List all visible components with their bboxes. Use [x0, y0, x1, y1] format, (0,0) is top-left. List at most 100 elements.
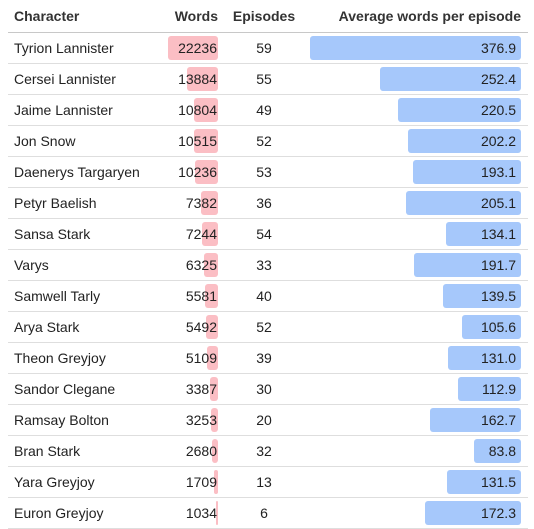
table-row: Euron Greyjoy 1034 6 172.3 [8, 498, 528, 529]
average-value: 193.1 [480, 164, 516, 180]
header-words[interactable]: Words [174, 8, 218, 24]
character-name: Theon Greyjoy [14, 350, 106, 366]
average-cell: 131.5 [310, 467, 521, 497]
average-cell: 134.1 [310, 219, 521, 249]
character-name: Euron Greyjoy [14, 505, 104, 521]
character-name: Cersei Lannister [14, 71, 116, 87]
episodes-value: 52 [256, 133, 272, 149]
words-value: 6325 [185, 257, 217, 273]
words-cell: 10236 [170, 157, 218, 187]
average-cell: 376.9 [310, 33, 521, 63]
character-name: Yara Greyjoy [14, 474, 95, 490]
average-cell: 83.8 [310, 436, 521, 466]
table-row: Samwell Tarly 5581 40 139.5 [8, 281, 528, 312]
average-value: 112.9 [482, 381, 516, 397]
words-cell: 7382 [170, 188, 218, 218]
average-bar [425, 501, 521, 525]
average-value: 134.1 [480, 226, 516, 242]
average-bar [458, 377, 521, 401]
episodes-value: 6 [260, 505, 268, 521]
average-value: 139.5 [480, 288, 516, 304]
average-value: 205.1 [480, 195, 516, 211]
words-bar [194, 98, 218, 122]
average-bar [447, 470, 521, 494]
table-row: Tyrion Lannister 22236 59 376.9 [8, 33, 528, 64]
words-cell: 3387 [170, 374, 218, 404]
average-value: 131.0 [480, 350, 516, 366]
average-cell: 202.2 [310, 126, 521, 156]
average-cell: 205.1 [310, 188, 521, 218]
episodes-value: 49 [256, 102, 272, 118]
episodes-value: 33 [256, 257, 272, 273]
average-bar [446, 222, 521, 246]
character-name: Daenerys Targaryen [14, 164, 140, 180]
character-name: Ramsay Bolton [14, 412, 109, 428]
table-row: Ramsay Bolton 3253 20 162.7 [8, 405, 528, 436]
words-value: 1709 [185, 474, 217, 490]
table-header-row: Character Words Episodes Average words p… [8, 0, 528, 33]
words-value: 2680 [185, 443, 217, 459]
average-bar [398, 98, 521, 122]
words-cell: 10515 [170, 126, 218, 156]
words-bar [201, 191, 218, 215]
average-cell: 112.9 [310, 374, 521, 404]
table-row: Sandor Clegane 3387 30 112.9 [8, 374, 528, 405]
header-episodes[interactable]: Episodes [232, 8, 296, 24]
average-value: 105.6 [480, 319, 516, 335]
words-cell: 7244 [170, 219, 218, 249]
average-value: 202.2 [480, 133, 516, 149]
character-name: Varys [14, 257, 49, 273]
words-bar [204, 253, 218, 277]
words-value: 5109 [185, 350, 217, 366]
words-bar [206, 315, 218, 339]
words-bar [207, 346, 218, 370]
episodes-value: 54 [256, 226, 272, 242]
words-value: 5581 [185, 288, 217, 304]
episodes-value: 55 [256, 71, 272, 87]
average-cell: 193.1 [310, 157, 521, 187]
words-bar [214, 470, 218, 494]
words-value: 7244 [185, 226, 217, 242]
table-row: Bran Stark 2680 32 83.8 [8, 436, 528, 467]
average-cell: 139.5 [310, 281, 521, 311]
words-cell: 3253 [170, 405, 218, 435]
episodes-value: 39 [256, 350, 272, 366]
character-words-table: Character Words Episodes Average words p… [8, 0, 528, 529]
episodes-value: 53 [256, 164, 272, 180]
character-name: Bran Stark [14, 443, 81, 459]
words-value: 7382 [185, 195, 217, 211]
episodes-value: 52 [256, 319, 272, 335]
words-bar [202, 222, 218, 246]
words-cell: 22236 [168, 33, 218, 63]
words-cell: 5109 [170, 343, 218, 373]
average-bar [462, 315, 521, 339]
words-value: 3253 [185, 412, 217, 428]
average-value: 131.5 [480, 474, 516, 490]
words-cell: 6325 [170, 250, 218, 280]
table-row: Jaime Lannister 10804 49 220.5 [8, 95, 528, 126]
words-cell: 13884 [170, 64, 218, 94]
header-character[interactable]: Character [14, 8, 80, 24]
average-bar [408, 129, 521, 153]
words-value: 22236 [178, 40, 217, 56]
table-row: Cersei Lannister 13884 55 252.4 [8, 64, 528, 95]
words-bar [205, 284, 218, 308]
character-name: Arya Stark [14, 319, 80, 335]
episodes-value: 30 [256, 381, 272, 397]
character-name: Petyr Baelish [14, 195, 97, 211]
words-value: 3387 [185, 381, 217, 397]
words-value: 10804 [178, 102, 217, 118]
average-bar [413, 160, 521, 184]
header-average-words-per-episode[interactable]: Average words per episode [338, 8, 521, 24]
words-bar [187, 67, 218, 91]
average-value: 172.3 [480, 505, 516, 521]
average-cell: 191.7 [310, 250, 521, 280]
average-value: 191.7 [480, 257, 516, 273]
table-row: Arya Stark 5492 52 105.6 [8, 312, 528, 343]
episodes-value: 59 [256, 40, 272, 56]
average-value: 220.5 [480, 102, 516, 118]
table-row: Daenerys Targaryen 10236 53 193.1 [8, 157, 528, 188]
table-row: Yara Greyjoy 1709 13 131.5 [8, 467, 528, 498]
average-cell: 220.5 [310, 95, 521, 125]
table-body: Tyrion Lannister 22236 59 376.9 Cersei Lanni… [8, 33, 528, 529]
